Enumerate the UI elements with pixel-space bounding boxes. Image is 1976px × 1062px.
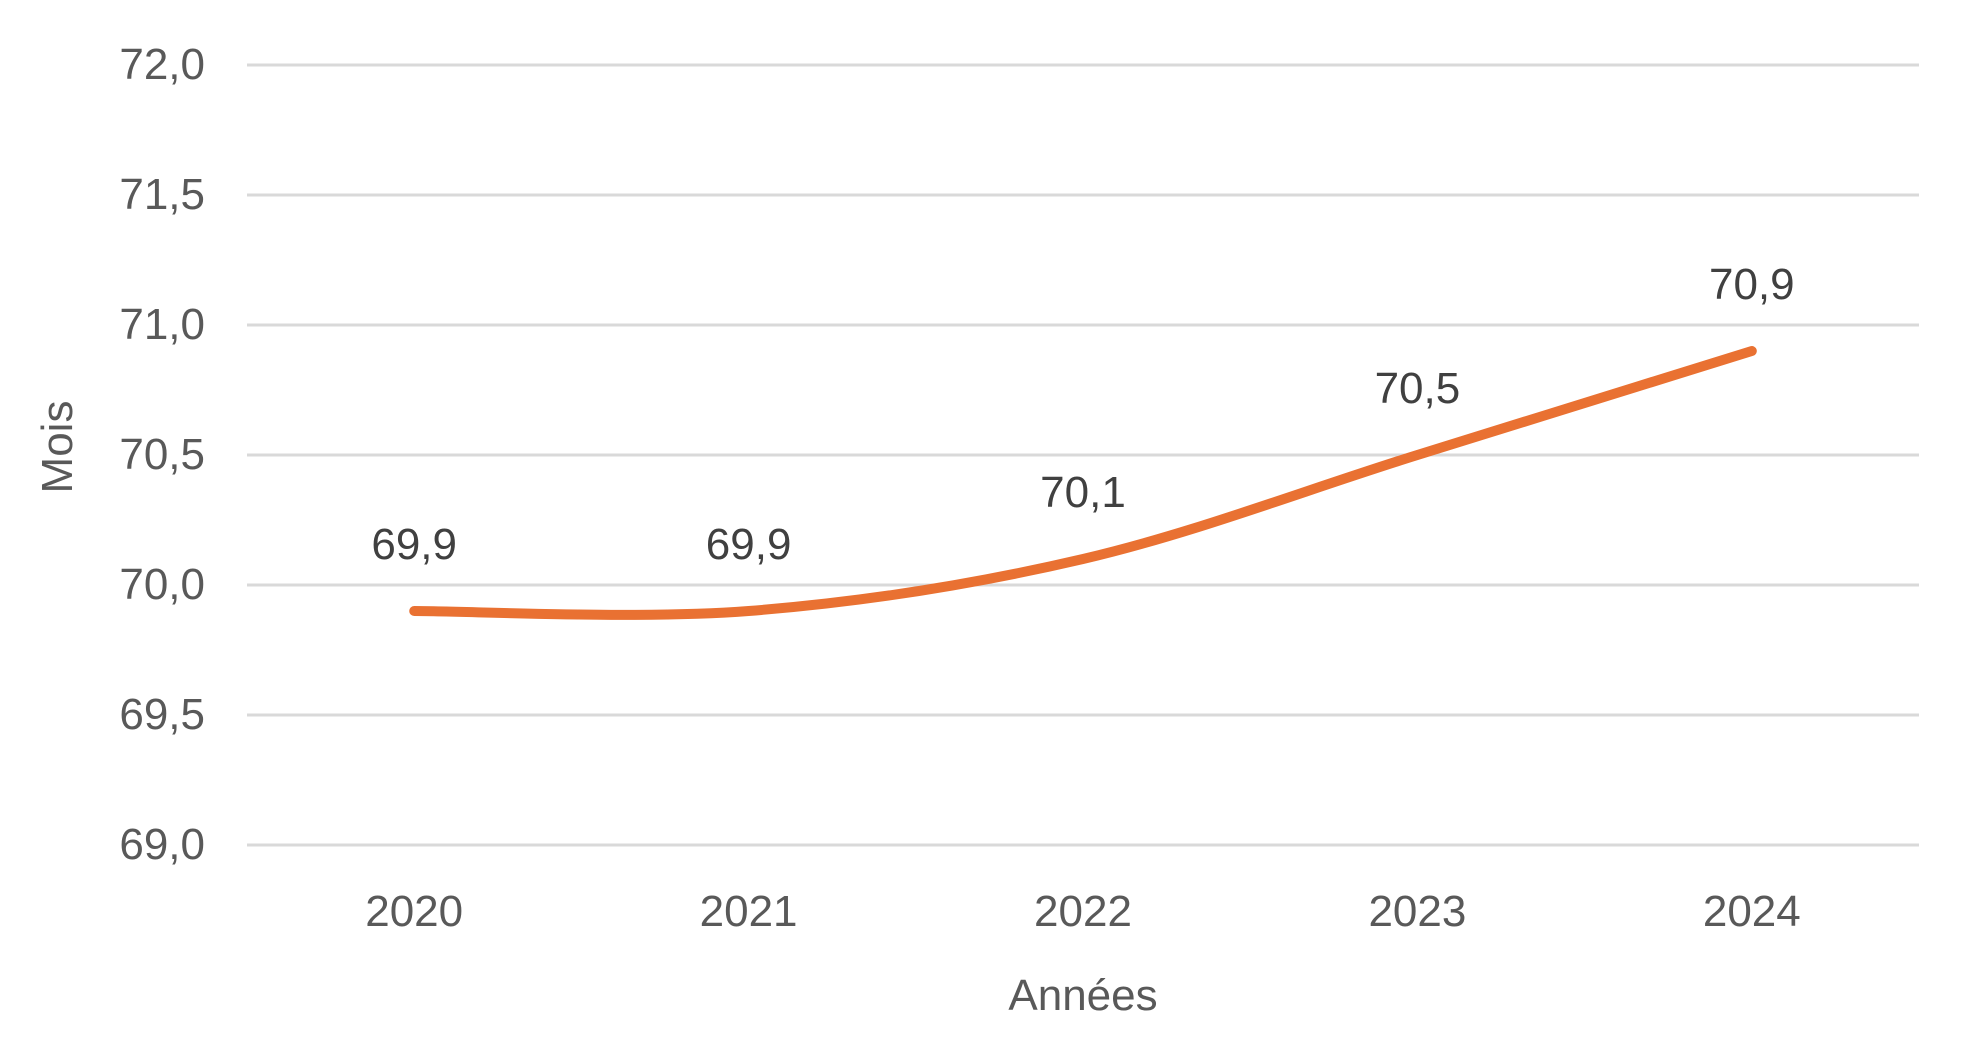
- y-tick-label: 69,5: [119, 690, 205, 739]
- x-tick-label: 2020: [365, 887, 464, 936]
- y-tick-label: 71,5: [119, 170, 205, 219]
- x-tick-label: 2024: [1702, 887, 1801, 936]
- data-label: 70,1: [1040, 468, 1126, 517]
- data-label: 69,9: [371, 520, 458, 569]
- y-tick-label: 71,0: [119, 300, 205, 349]
- y-tick-label: 70,0: [119, 560, 205, 609]
- x-tick-label: 2021: [699, 887, 798, 936]
- data-label: 70,5: [1374, 364, 1461, 413]
- x-tick-label: 2022: [1034, 887, 1132, 936]
- gridlines: [247, 63, 1919, 847]
- x-axis-title: Années: [1008, 971, 1158, 1020]
- y-tick-label: 69,0: [119, 820, 205, 869]
- data-label: 70,9: [1708, 260, 1795, 309]
- y-tick-label: 70,5: [119, 430, 205, 479]
- x-tick-label: 2023: [1368, 887, 1467, 936]
- y-axis-title: Mois: [33, 400, 82, 494]
- data-label: 69,9: [705, 520, 792, 569]
- y-tick-label: 72,0: [119, 40, 205, 89]
- series-line: [409, 346, 1757, 620]
